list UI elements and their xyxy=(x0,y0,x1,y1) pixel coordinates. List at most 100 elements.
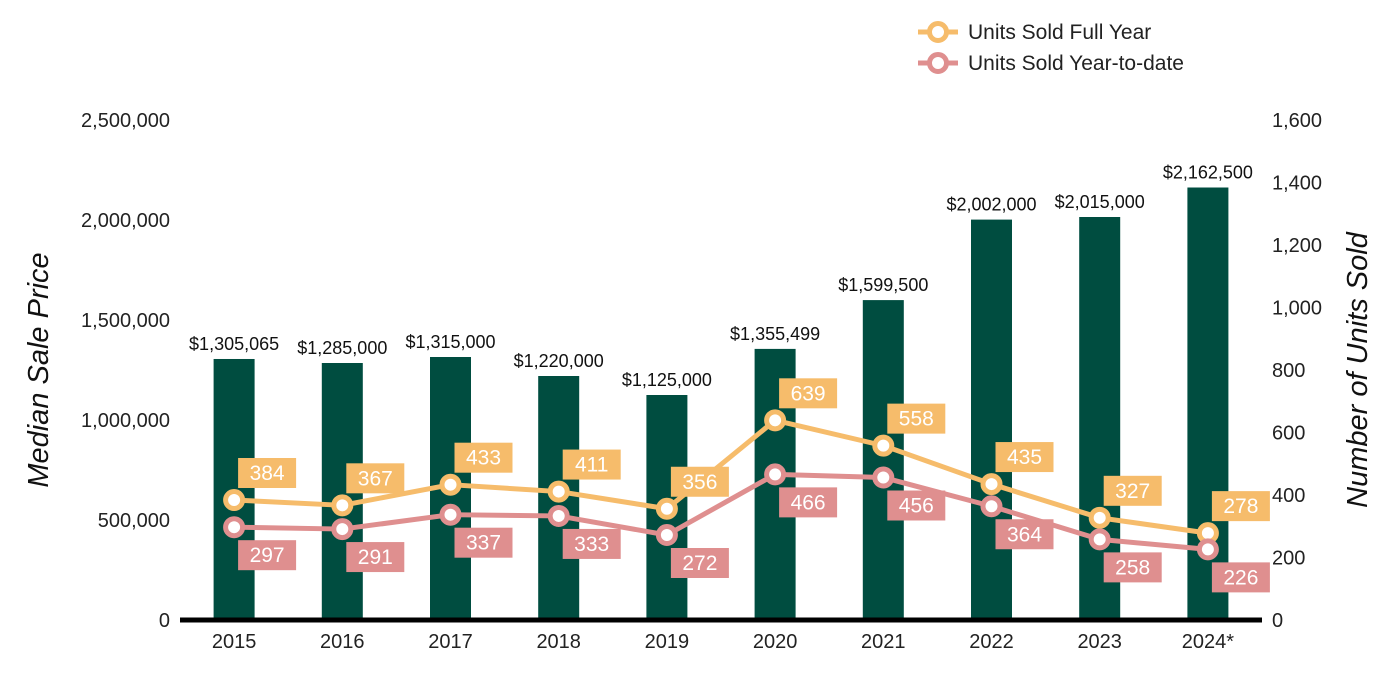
point-series-1-2017 xyxy=(439,503,462,526)
point-label-series-0-2017: 433 xyxy=(466,447,501,470)
y-right-tick-5: 1,000 xyxy=(1272,298,1322,320)
x-tick-2023: 2023 xyxy=(1077,631,1122,653)
point-label-box-series-1-2022 xyxy=(995,519,1054,550)
y-left-axis-title: Median Sale Price xyxy=(23,252,55,487)
bar-label-2023: $2,015,000 xyxy=(1055,192,1145,212)
point-label-series-0-2019: 356 xyxy=(682,471,717,494)
point-label-series-1-2024*: 226 xyxy=(1223,566,1258,589)
x-tick-2018: 2018 xyxy=(536,631,581,653)
point-label-series-1-2016: 291 xyxy=(358,546,393,569)
x-tick-2017: 2017 xyxy=(428,631,473,653)
point-label-box-series-1-2019 xyxy=(670,548,729,578)
y-right-tick-4: 800 xyxy=(1272,360,1305,382)
point-series-1-2023 xyxy=(1088,528,1111,551)
y-right-tick-6: 1,200 xyxy=(1272,235,1322,257)
point-label-box-series-0-2019 xyxy=(670,466,729,497)
point-series-0-2021 xyxy=(872,434,895,457)
bar-label-2019: $1,125,000 xyxy=(622,370,712,390)
bar-label-2015: $1,305,065 xyxy=(189,334,279,354)
point-label-box-series-1-2016 xyxy=(346,542,405,573)
point-label-box-series-1-2024* xyxy=(1211,562,1270,593)
point-label-series-0-2022: 435 xyxy=(1007,446,1042,469)
bar-label-2017: $1,315,000 xyxy=(405,332,495,352)
point-label-series-0-2023: 327 xyxy=(1115,480,1150,503)
point-label-series-0-2018: 411 xyxy=(575,454,608,477)
legend: Units Sold Full Year Units Sold Year-to-d… xyxy=(918,21,1184,75)
legend-label-1: Units Sold Year-to-date xyxy=(968,52,1184,75)
legend-marker-1 xyxy=(927,52,949,74)
x-tick-2015: 2015 xyxy=(212,631,257,653)
point-series-0-2023 xyxy=(1088,506,1111,529)
y-left-tick-5: 2,500,000 xyxy=(81,110,170,132)
point-series-1-2019 xyxy=(655,524,678,546)
point-series-1-2018 xyxy=(547,504,570,527)
labels-group: $1,305,065 $1,285,000 $1,315,000 $1,220,000… xyxy=(189,163,1270,593)
x-tick-2024*: 2024* xyxy=(1182,631,1234,653)
point-label-box-series-0-2024* xyxy=(1211,491,1270,522)
point-label-box-series-0-2015 xyxy=(238,458,297,488)
point-label-series-1-2020: 466 xyxy=(791,491,826,514)
point-series-0-2020 xyxy=(764,409,787,432)
line-series-0 xyxy=(233,417,1209,536)
point-label-box-series-1-2017 xyxy=(454,527,513,558)
point-series-1-2016 xyxy=(331,518,354,541)
point-label-series-0-2015: 384 xyxy=(250,462,285,485)
point-series-0-2019 xyxy=(655,497,678,520)
point-label-box-series-0-2016 xyxy=(346,463,405,494)
bar-label-2022: $2,002,000 xyxy=(946,195,1036,215)
y-right-tick-7: 1,400 xyxy=(1272,173,1322,195)
point-label-box-series-1-2015 xyxy=(238,540,297,571)
point-series-0-2018 xyxy=(547,480,570,503)
point-series-1-2020 xyxy=(764,463,787,486)
point-series-0-2022 xyxy=(980,473,1003,496)
point-label-series-1-2021: 456 xyxy=(899,495,934,518)
point-label-box-series-1-2018 xyxy=(562,528,621,559)
point-label-box-series-0-2021 xyxy=(887,403,946,434)
bar-label-2021: $1,599,500 xyxy=(838,275,928,295)
x-tick-2022: 2022 xyxy=(969,631,1014,653)
point-label-box-series-1-2021 xyxy=(887,490,946,521)
y-left-tick-4: 2,000,000 xyxy=(81,210,170,232)
point-label-series-1-2022: 364 xyxy=(1007,523,1042,546)
point-series-1-2021 xyxy=(872,466,895,489)
x-tick-2019: 2019 xyxy=(645,631,690,653)
point-series-1-2015 xyxy=(223,516,246,539)
point-label-box-series-1-2020 xyxy=(779,487,838,518)
point-label-series-1-2015: 297 xyxy=(250,544,285,567)
bar-label-2024*: $2,162,500 xyxy=(1163,163,1253,183)
x-tick-2020: 2020 xyxy=(753,631,798,653)
point-series-1-2022 xyxy=(980,495,1003,518)
bar-label-2020: $1,355,499 xyxy=(730,324,820,344)
point-label-series-0-2020: 639 xyxy=(791,382,826,405)
bar-2021 xyxy=(862,300,904,620)
point-label-series-0-2021: 558 xyxy=(899,408,934,431)
y-left-tick-2: 1,000,000 xyxy=(81,410,170,432)
point-label-box-series-1-2023 xyxy=(1103,552,1162,583)
y-left-tick-0: 0 xyxy=(159,610,170,632)
point-label-box-series-0-2023 xyxy=(1103,475,1162,506)
point-label-series-0-2016: 367 xyxy=(358,467,393,490)
point-label-series-0-2024*: 278 xyxy=(1223,495,1258,518)
axes-group: 2015 2016 2017 2018 2019 2020 2021 2022 2023 2024… xyxy=(23,110,1374,653)
point-label-box-series-0-2022 xyxy=(995,442,1054,473)
y-right-tick-3: 600 xyxy=(1272,423,1305,445)
y-right-tick-2: 400 xyxy=(1272,485,1305,507)
x-tick-2021: 2021 xyxy=(861,631,906,653)
y-right-tick-0: 0 xyxy=(1272,610,1283,632)
point-series-0-2017 xyxy=(439,473,462,496)
point-label-series-1-2023: 258 xyxy=(1115,556,1150,579)
y-left-tick-3: 1,500,000 xyxy=(81,310,170,332)
y-left-tick-1: 500,000 xyxy=(98,510,170,532)
point-series-1-2024* xyxy=(1196,538,1219,561)
x-tick-2016: 2016 xyxy=(320,631,365,653)
y-right-tick-8: 1,600 xyxy=(1272,110,1322,132)
legend-label-0: Units Sold Full Year xyxy=(968,21,1151,44)
bar-label-2018: $1,220,000 xyxy=(514,351,604,371)
point-series-0-2016 xyxy=(331,494,354,517)
y-right-tick-1: 200 xyxy=(1272,548,1305,570)
y-right-axis-title: Number of Units Sold xyxy=(1342,231,1374,507)
point-label-box-series-0-2017 xyxy=(454,442,513,473)
legend-marker-0 xyxy=(927,21,949,43)
